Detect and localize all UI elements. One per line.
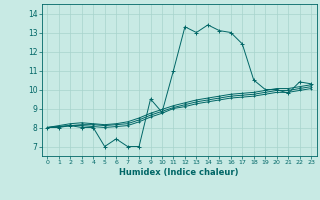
X-axis label: Humidex (Indice chaleur): Humidex (Indice chaleur) bbox=[119, 168, 239, 177]
